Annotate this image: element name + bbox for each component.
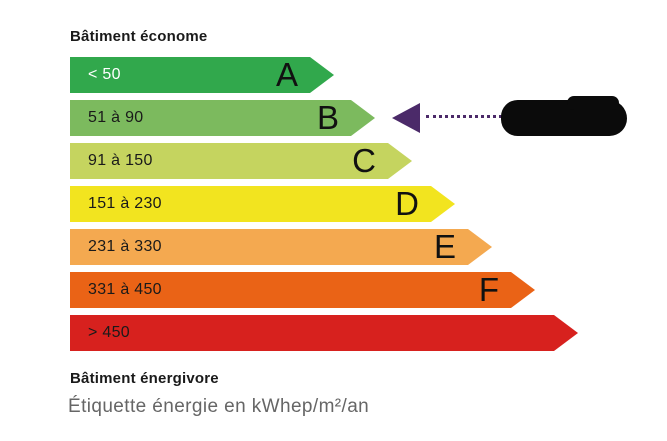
range-label: 151 à 230 <box>88 195 162 212</box>
range-label: 331 à 450 <box>88 281 162 298</box>
economical-building-label: Bâtiment économe <box>70 28 208 45</box>
range-label: 51 à 90 <box>88 109 144 126</box>
range-label: < 50 <box>88 66 121 83</box>
class-letter: F <box>478 270 499 308</box>
energy-class-bar-e: 231 à 330 E <box>70 229 492 265</box>
range-label: 91 à 150 <box>88 152 153 169</box>
energy-class-bar-c: 91 à 150 C <box>70 143 412 179</box>
energy-class-bar-b: 51 à 90 B <box>70 100 375 136</box>
class-letter: E <box>433 227 456 265</box>
energy-label-caption: Étiquette énergie en kWhep/m²/an <box>68 396 370 417</box>
energy-class-bar-d: 151 à 230 D <box>70 186 455 222</box>
energy-class-scale: < 50 A 51 à 90 B 91 à 150 C 151 à 230 D … <box>70 57 578 351</box>
energy-class-bar-a: < 50 A <box>70 57 334 93</box>
class-letter: B <box>316 98 339 136</box>
class-letter: C <box>352 141 376 179</box>
selected-class-arrow-icon <box>392 103 420 133</box>
range-label: > 450 <box>88 324 130 341</box>
energy-class-bar-f: 331 à 450 F <box>70 272 535 308</box>
dotted-connector-line <box>426 115 502 118</box>
class-letter: D <box>395 184 419 222</box>
range-label: 231 à 330 <box>88 238 162 255</box>
redacted-value-blob <box>501 96 627 136</box>
energy-class-bar-g: > 450 <box>70 315 578 351</box>
class-letter: A <box>275 55 298 93</box>
energy-intensive-building-label: Bâtiment énergivore <box>70 370 219 387</box>
